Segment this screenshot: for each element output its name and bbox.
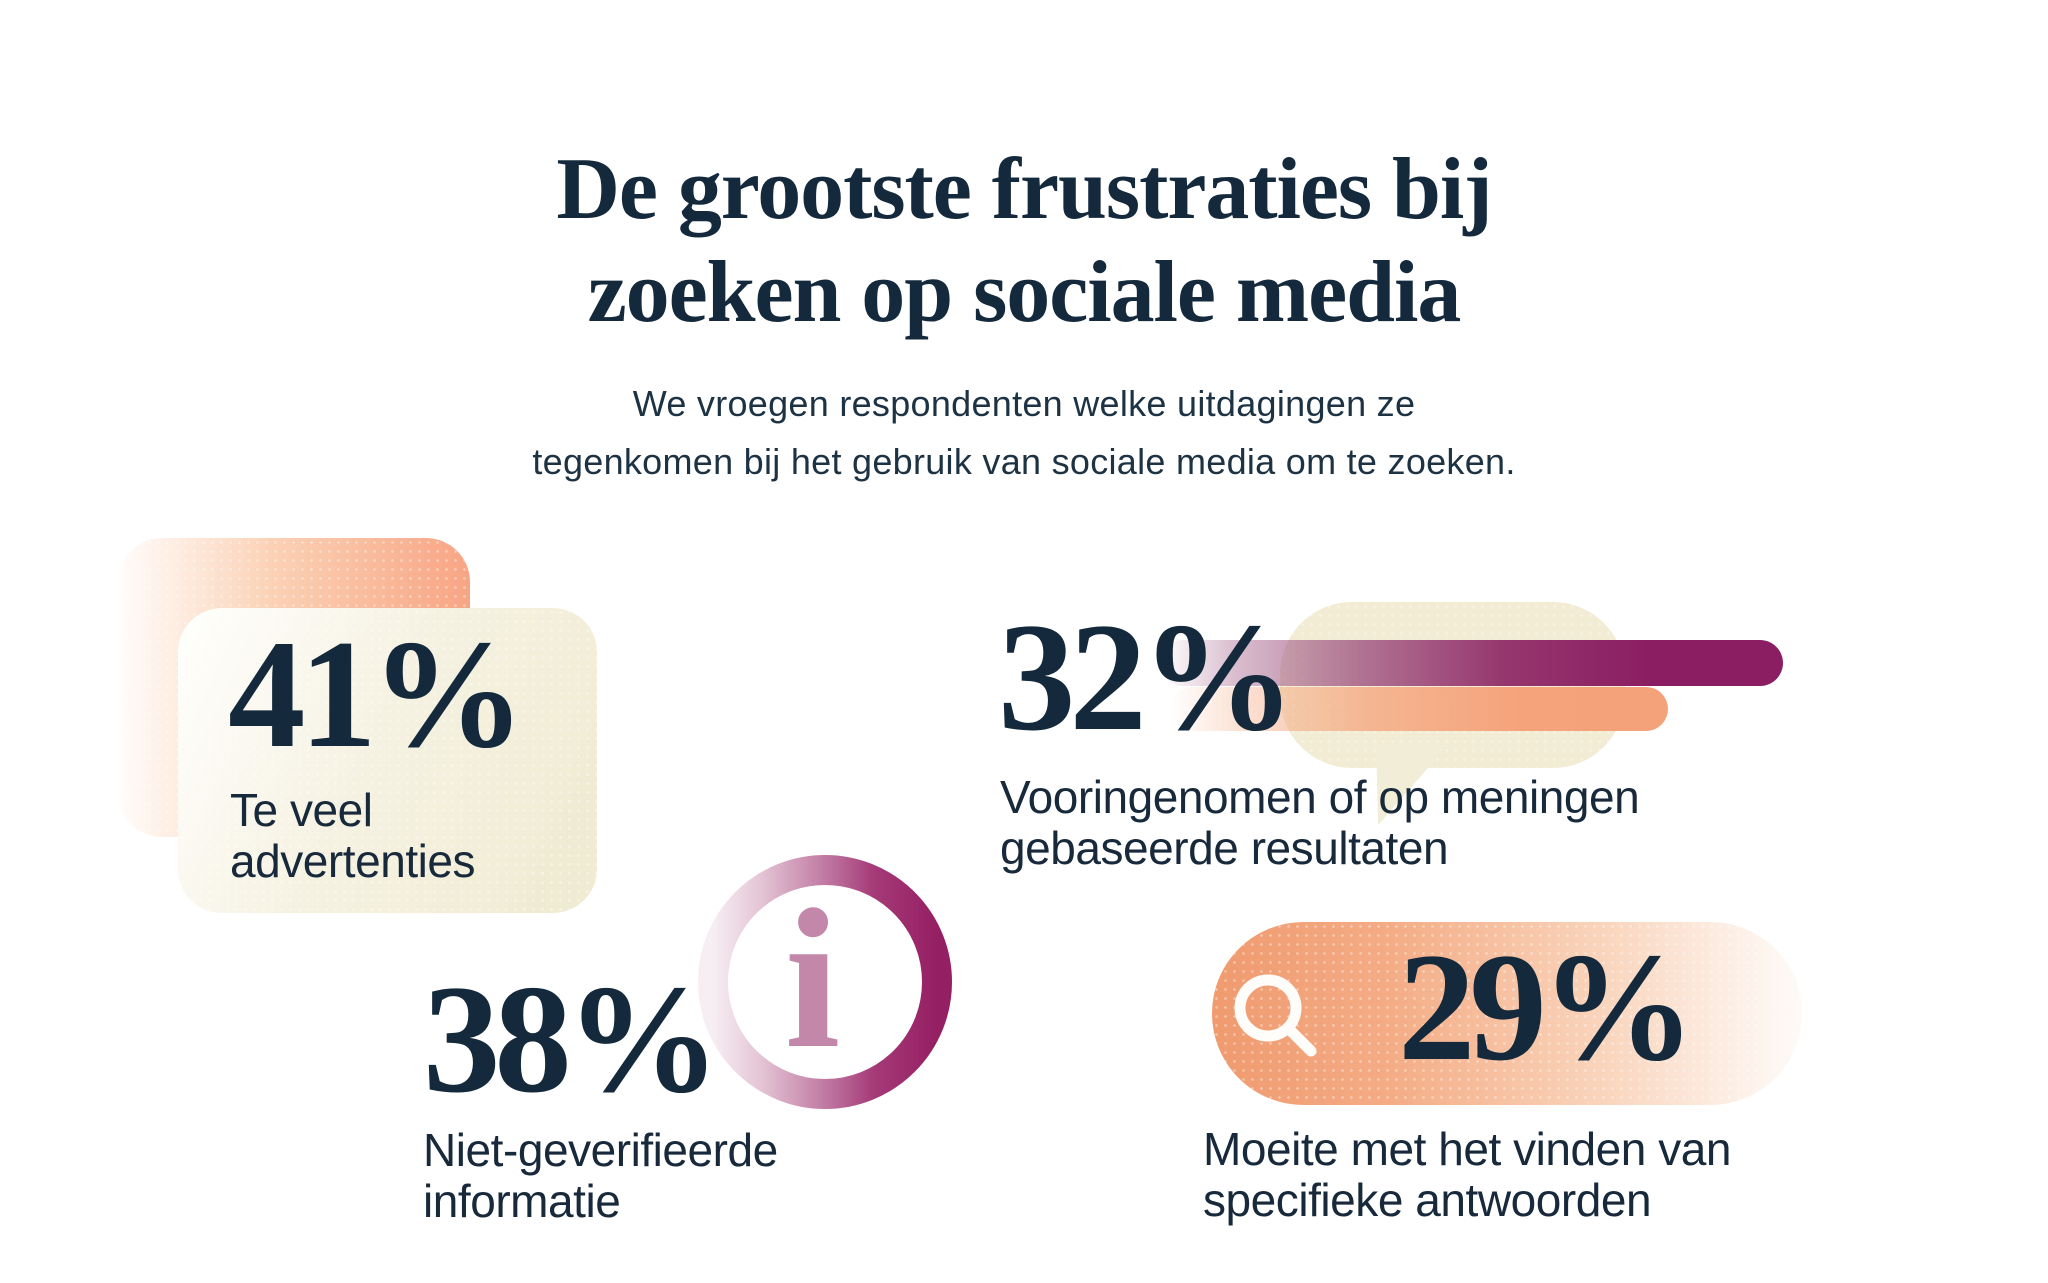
stat-value-38: 38% <box>423 953 721 1125</box>
stat-label-29-line1: Moeite met het vinden van <box>1203 1123 1732 1175</box>
stat-value-32: 32% <box>998 591 1296 763</box>
stat-label-29-line2: specifieke antwoorden <box>1203 1174 1652 1226</box>
stat-label-32: Vooringenomen of op meningen gebaseerde … <box>1000 771 1640 874</box>
stat-label-38-line1: Niet-geverifieerde <box>423 1124 778 1176</box>
stat-value-29: 29% <box>1398 921 1696 1093</box>
stat-label-32-line2: gebaseerde resultaten <box>1000 822 1449 874</box>
stat-label-38: Niet-geverifieerde informatie <box>423 1125 778 1227</box>
stat-label-29: Moeite met het vinden van specifieke ant… <box>1203 1123 1732 1226</box>
stat-label-41-line2: advertenties <box>230 835 476 887</box>
subtitle-line-1: We vroegen respondenten welke uitdaginge… <box>632 383 1416 424</box>
orange-bar-icon <box>1170 687 1668 731</box>
stat-label-41-line1: Te veel <box>230 784 373 836</box>
search-icon <box>1234 974 1317 1057</box>
title-line-2: zoeken op sociale media <box>587 243 1462 341</box>
subtitle-line-2: tegenkomen bij het gebruik van sociale m… <box>532 441 1516 482</box>
stat-label-38-line2: informatie <box>423 1175 621 1227</box>
purple-bar-icon <box>1160 640 1783 686</box>
stat-label-41: Te veel advertenties <box>230 784 476 887</box>
page-subtitle: We vroegen respondenten welke uitdaginge… <box>0 375 2048 491</box>
search-pill <box>1212 922 1802 1105</box>
stat-card <box>178 608 597 913</box>
stat-value-41: 41% <box>228 608 526 780</box>
info-circle-icon <box>698 855 952 1109</box>
title-line-1: De grootste frustraties bij <box>556 140 1492 238</box>
stat-label-32-line1: Vooringenomen of op meningen <box>1000 771 1640 823</box>
page-title: De grootste frustraties bij zoeken op so… <box>0 138 2048 344</box>
info-i-glyph: i <box>784 869 841 1090</box>
